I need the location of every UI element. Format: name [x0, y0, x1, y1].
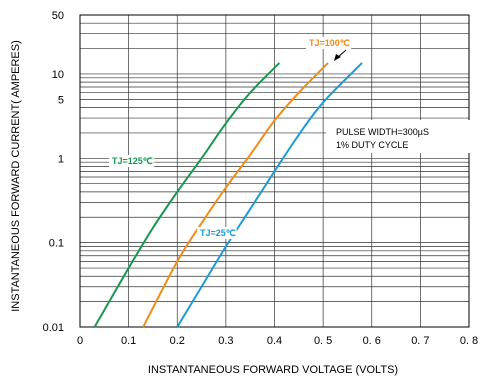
- y-tick-label: 50: [52, 10, 64, 22]
- series-labels: TJ=125℃ TJ=100℃ TJ=25℃: [109, 37, 352, 239]
- x-tick-label: 0. 6: [363, 335, 381, 347]
- x-tick-label: 0.4: [267, 335, 282, 347]
- y-tick-label: 10: [52, 69, 64, 81]
- x-tick-label: 0.2: [170, 335, 185, 347]
- series-label-bg: [306, 37, 352, 49]
- y-tick-label: 1: [58, 153, 64, 165]
- series-curves: [93, 62, 363, 328]
- annotation-pulse-width: PULSE WIDTH=300µS: [336, 127, 429, 137]
- series-label: TJ=100℃: [309, 38, 350, 48]
- y-axis-ticks: 0.01 0.1 1 5 10 50: [43, 10, 64, 334]
- series-label: TJ=25℃: [200, 228, 236, 238]
- y-tick-label: 5: [58, 94, 64, 106]
- x-axis-ticks: 0 0.1 0.2 0.3 0.4 0. 5 0. 6 0. 7 0. 8: [77, 335, 478, 347]
- series-line-1: [142, 62, 329, 328]
- chart-grid: [79, 14, 470, 328]
- y-axis-title: INSTANTANEOUS FORWARD CURRENT( AMPERES): [10, 40, 22, 312]
- x-tick-label: 0.1: [121, 335, 136, 347]
- annotation-arrow-head: [334, 54, 341, 61]
- x-tick-label: 0: [77, 335, 83, 347]
- series-label: TJ=125℃: [112, 156, 153, 166]
- annotation-box: [326, 120, 470, 153]
- x-tick-label: 0. 8: [460, 335, 478, 347]
- plot-frame: [79, 14, 470, 328]
- x-tick-label: 0.3: [218, 335, 233, 347]
- x-tick-label: 0. 5: [314, 335, 332, 347]
- series-line-2: [176, 62, 363, 328]
- x-axis-title: INSTANTANEOUS FORWARD VOLTAGE (VOLTS): [148, 364, 398, 376]
- annotation-duty-cycle: 1% DUTY CYCLE: [336, 140, 408, 150]
- series-label-bg: [109, 155, 155, 167]
- x-tick-label: 0. 7: [411, 335, 429, 347]
- y-tick-label: 0.1: [49, 238, 64, 250]
- series-line-0: [93, 62, 281, 328]
- series-label-bg: [197, 227, 237, 239]
- y-tick-label: 0.01: [43, 322, 64, 334]
